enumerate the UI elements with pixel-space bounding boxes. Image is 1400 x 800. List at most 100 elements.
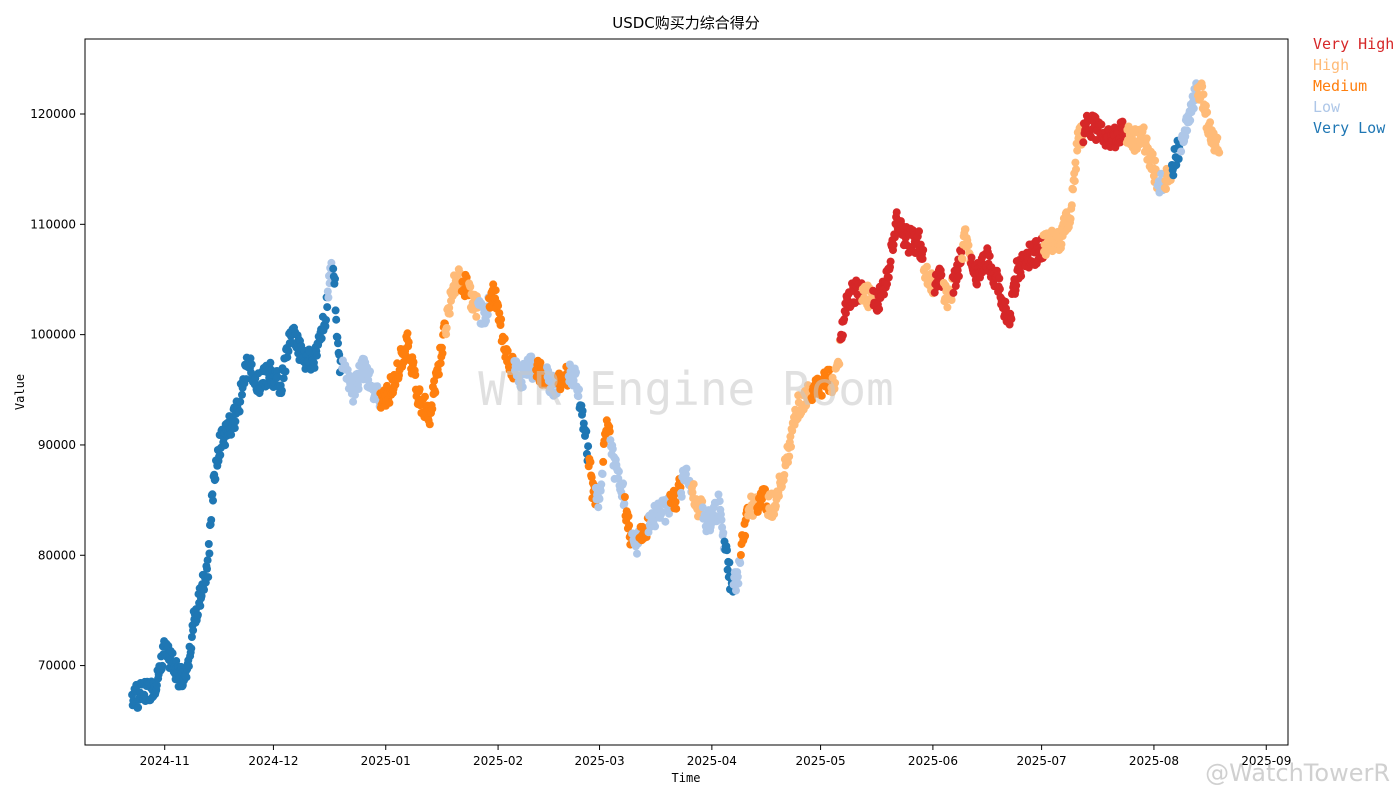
y-tick-label: 80000	[38, 548, 76, 562]
data-point	[323, 287, 332, 296]
data-point	[943, 303, 952, 312]
y-axis-label: Value	[13, 374, 27, 410]
data-point	[995, 274, 1004, 283]
data-point	[787, 442, 795, 451]
data-point	[651, 522, 660, 531]
data-point	[385, 398, 394, 407]
data-point	[204, 573, 213, 582]
data-point	[1071, 158, 1080, 167]
data-point	[312, 351, 321, 360]
data-point	[266, 358, 275, 367]
data-point	[281, 367, 290, 376]
data-point	[1186, 116, 1195, 125]
data-point	[189, 626, 198, 635]
data-point	[503, 346, 512, 355]
data-point	[500, 334, 509, 343]
data-point	[428, 404, 437, 413]
watermark: WTR Engine Room	[478, 362, 893, 416]
data-point	[415, 385, 424, 394]
data-point	[598, 470, 607, 478]
data-point	[1139, 123, 1148, 132]
data-point	[922, 262, 931, 271]
watermark-credit: @WatchTowerR	[1205, 759, 1390, 787]
data-point	[235, 407, 244, 416]
data-point	[625, 521, 634, 530]
data-point	[954, 272, 963, 281]
data-point	[569, 376, 578, 385]
data-point	[698, 503, 707, 512]
data-point	[624, 512, 633, 521]
x-tick-label: 2025-01	[361, 754, 411, 768]
y-tick-label: 120000	[30, 107, 76, 121]
data-point	[1079, 138, 1088, 147]
data-point	[600, 436, 609, 445]
data-point	[586, 458, 595, 467]
data-point	[310, 363, 319, 372]
data-point	[572, 368, 580, 377]
data-point	[1215, 148, 1224, 157]
data-point	[1057, 240, 1066, 249]
data-point	[884, 273, 893, 282]
data-point	[351, 390, 359, 399]
data-point	[445, 309, 454, 318]
data-point	[200, 585, 208, 594]
data-point	[242, 375, 251, 384]
data-point	[698, 497, 707, 506]
data-point	[168, 649, 177, 658]
data-point	[466, 282, 475, 291]
data-point	[595, 495, 604, 503]
data-point	[1162, 185, 1170, 193]
data-point	[967, 253, 976, 262]
data-point	[918, 254, 927, 263]
data-point	[825, 365, 834, 374]
data-point	[1201, 101, 1210, 110]
data-point	[973, 280, 981, 289]
data-point	[665, 509, 673, 518]
data-point	[1172, 161, 1181, 169]
data-point	[1097, 120, 1106, 129]
data-point	[1001, 297, 1010, 306]
data-point	[329, 264, 338, 273]
data-point	[1199, 90, 1208, 99]
data-point	[840, 315, 849, 324]
data-point	[614, 467, 623, 476]
data-point	[134, 703, 143, 712]
data-point	[584, 442, 593, 451]
data-point	[247, 360, 256, 369]
data-point	[723, 565, 732, 574]
data-point	[187, 644, 196, 653]
data-point	[472, 312, 481, 321]
data-point	[788, 426, 797, 435]
data-point	[614, 474, 623, 483]
data-point	[279, 374, 288, 383]
data-point	[677, 492, 686, 501]
data-point	[620, 493, 629, 501]
data-point	[619, 479, 628, 488]
data-point	[957, 248, 966, 257]
data-point	[575, 385, 583, 394]
legend-entry: High	[1313, 56, 1349, 74]
data-point	[596, 486, 605, 495]
data-point	[193, 610, 202, 619]
data-point	[1148, 150, 1157, 158]
data-point	[672, 504, 681, 513]
data-point	[1118, 117, 1127, 126]
data-point	[1213, 133, 1222, 142]
data-point	[331, 306, 340, 315]
data-point	[1169, 171, 1178, 180]
data-point	[221, 441, 230, 450]
data-point	[321, 322, 330, 331]
data-point	[736, 551, 745, 559]
x-tick-label: 2025-09	[1241, 754, 1291, 768]
data-point	[937, 270, 946, 279]
data-point	[227, 430, 236, 439]
data-point	[331, 274, 339, 283]
x-tick-label: 2025-06	[908, 754, 958, 768]
data-point	[445, 303, 454, 312]
data-point	[841, 309, 850, 318]
data-point	[334, 339, 342, 348]
data-point	[184, 662, 193, 671]
x-axis-label: Time	[672, 771, 701, 785]
data-point	[207, 516, 216, 524]
